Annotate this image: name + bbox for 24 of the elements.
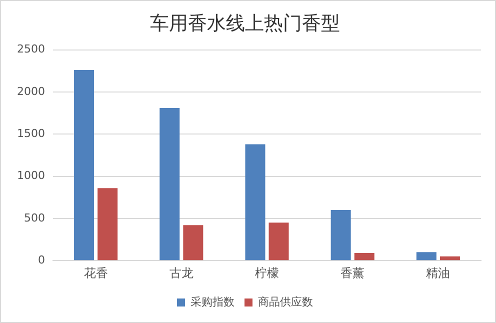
y-tick-label: 2500 xyxy=(16,42,45,56)
x-tick-label: 柠檬 xyxy=(254,266,279,280)
x-tick-label: 花香 xyxy=(84,266,108,280)
chart-title: 车用香水线上热门香型 xyxy=(150,12,340,34)
bar xyxy=(98,188,118,260)
bar xyxy=(440,256,460,260)
legend-label: 采购指数 xyxy=(190,295,234,308)
y-tick-label: 1500 xyxy=(16,126,45,140)
legend-label: 商品供应数 xyxy=(258,295,313,308)
y-tick-label: 0 xyxy=(38,253,45,266)
bar xyxy=(268,222,289,260)
bar xyxy=(245,144,266,260)
bar xyxy=(160,108,180,260)
bar xyxy=(183,225,204,260)
bar xyxy=(354,253,374,260)
bar xyxy=(416,252,436,260)
bar xyxy=(330,210,351,260)
bar xyxy=(74,70,94,260)
x-tick-label: 精油 xyxy=(426,266,450,280)
y-tick-label: 1000 xyxy=(16,169,45,182)
y-tick-label: 2000 xyxy=(16,84,45,98)
y-tick-label: 500 xyxy=(24,211,45,224)
x-tick-label: 古龙 xyxy=(169,266,194,280)
x-tick-label: 香薰 xyxy=(340,266,365,280)
